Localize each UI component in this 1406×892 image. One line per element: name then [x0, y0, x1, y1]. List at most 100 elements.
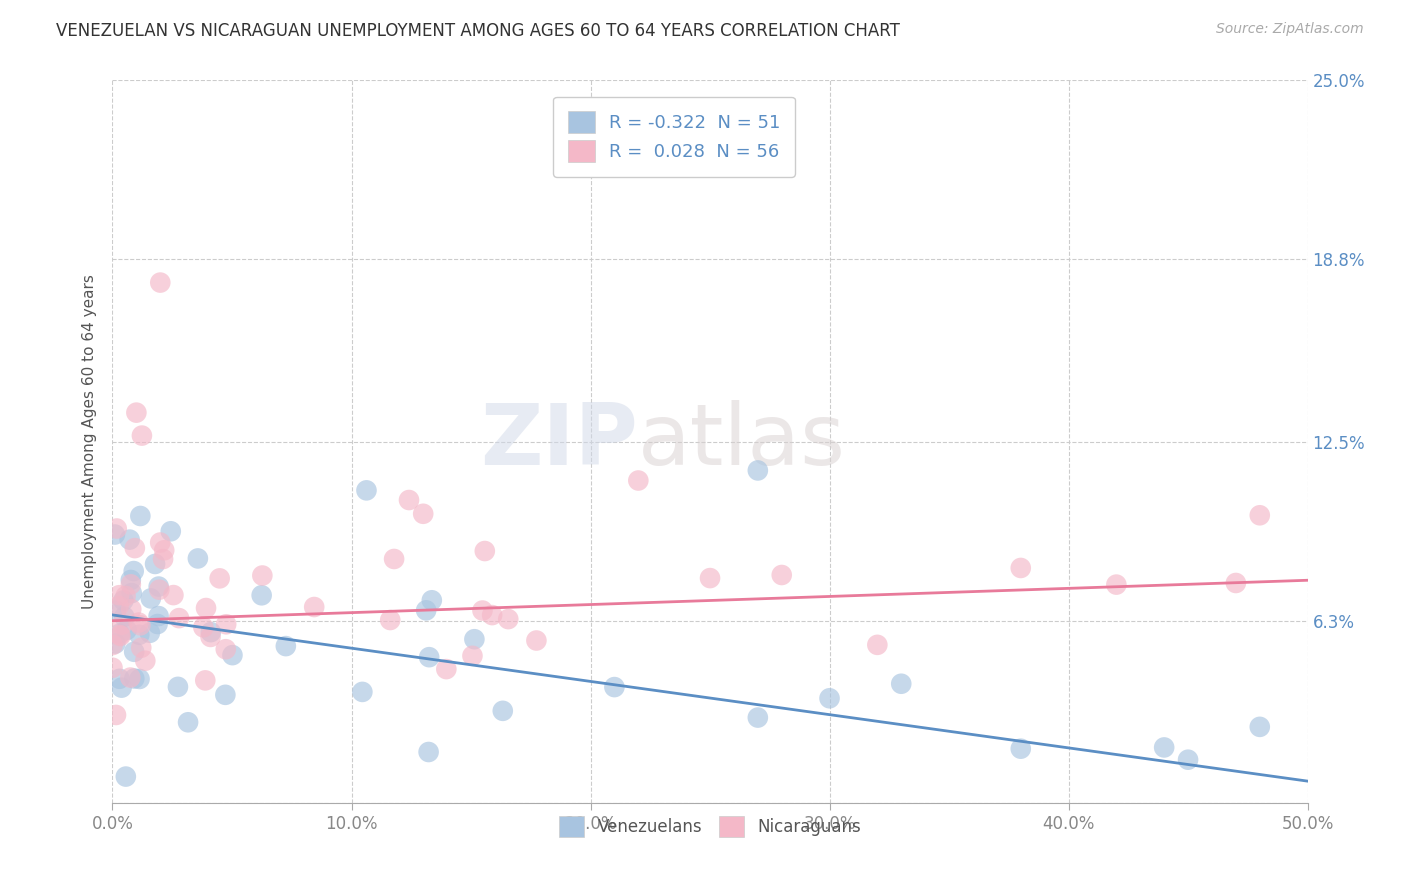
Point	[128, 628, 150, 642]
Point	[415, 603, 437, 617]
Point	[420, 593, 443, 607]
Point	[104, 636, 127, 650]
Point	[194, 673, 217, 688]
Point	[153, 543, 176, 558]
Point	[412, 507, 434, 521]
Point	[187, 551, 209, 566]
Point	[250, 588, 273, 602]
Point	[215, 642, 238, 657]
Point	[125, 406, 148, 420]
Point	[627, 474, 650, 488]
Legend: Venezuelans, Nicaraguans: Venezuelans, Nicaraguans	[551, 808, 869, 845]
Point	[274, 639, 297, 653]
Point	[352, 685, 374, 699]
Point	[159, 524, 181, 539]
Point	[118, 533, 141, 547]
Point	[699, 571, 721, 585]
Point	[356, 483, 378, 498]
Point	[463, 632, 485, 647]
Point	[122, 564, 145, 578]
Point	[1177, 753, 1199, 767]
Point	[252, 568, 274, 582]
Point	[1153, 740, 1175, 755]
Point	[496, 612, 519, 626]
Point	[193, 620, 215, 634]
Point	[747, 710, 769, 724]
Point	[105, 708, 128, 723]
Point	[128, 615, 150, 630]
Point	[148, 582, 170, 597]
Point	[121, 586, 143, 600]
Point	[107, 599, 129, 613]
Point	[747, 463, 769, 477]
Point	[1010, 561, 1032, 575]
Point	[471, 603, 494, 617]
Point	[143, 557, 166, 571]
Point	[603, 680, 626, 694]
Point	[101, 661, 124, 675]
Point	[124, 672, 146, 686]
Point	[177, 715, 200, 730]
Point	[481, 608, 503, 623]
Point	[108, 588, 131, 602]
Point	[122, 645, 145, 659]
Text: ZIP: ZIP	[481, 400, 638, 483]
Point	[128, 672, 150, 686]
Point	[110, 681, 132, 695]
Point	[110, 629, 132, 643]
Point	[1249, 720, 1271, 734]
Point	[398, 493, 420, 508]
Point	[131, 428, 153, 442]
Point	[114, 589, 136, 603]
Point	[747, 117, 769, 131]
Point	[104, 527, 127, 541]
Point	[104, 604, 127, 618]
Point	[148, 609, 170, 624]
Point	[148, 580, 170, 594]
Point	[818, 691, 841, 706]
Point	[124, 541, 146, 555]
Point	[149, 276, 172, 290]
Point	[200, 625, 222, 640]
Point	[139, 625, 162, 640]
Point	[111, 617, 134, 632]
Point	[114, 770, 136, 784]
Point	[214, 688, 236, 702]
Point	[108, 626, 131, 640]
Point	[461, 648, 484, 663]
Point	[215, 617, 238, 632]
Point	[112, 593, 135, 607]
Point	[167, 611, 190, 625]
Point	[108, 628, 131, 642]
Text: atlas: atlas	[638, 400, 846, 483]
Point	[120, 573, 142, 587]
Point	[221, 648, 243, 662]
Point	[770, 568, 793, 582]
Point	[434, 662, 457, 676]
Point	[162, 588, 184, 602]
Point	[208, 571, 231, 585]
Point	[380, 613, 402, 627]
Point	[167, 680, 190, 694]
Point	[1010, 741, 1032, 756]
Point	[1249, 508, 1271, 523]
Point	[526, 633, 548, 648]
Point	[195, 601, 218, 615]
Point	[149, 535, 172, 549]
Point	[418, 745, 440, 759]
Point	[302, 600, 325, 615]
Point	[492, 704, 515, 718]
Point	[139, 591, 162, 606]
Point	[115, 623, 138, 637]
Text: Source: ZipAtlas.com: Source: ZipAtlas.com	[1216, 22, 1364, 37]
Point	[108, 672, 131, 686]
Point	[105, 522, 128, 536]
Point	[120, 671, 142, 685]
Point	[1105, 577, 1128, 591]
Point	[129, 618, 152, 632]
Point	[129, 640, 152, 655]
Y-axis label: Unemployment Among Ages 60 to 64 years: Unemployment Among Ages 60 to 64 years	[82, 274, 97, 609]
Point	[101, 638, 124, 652]
Point	[120, 602, 142, 616]
Point	[890, 677, 912, 691]
